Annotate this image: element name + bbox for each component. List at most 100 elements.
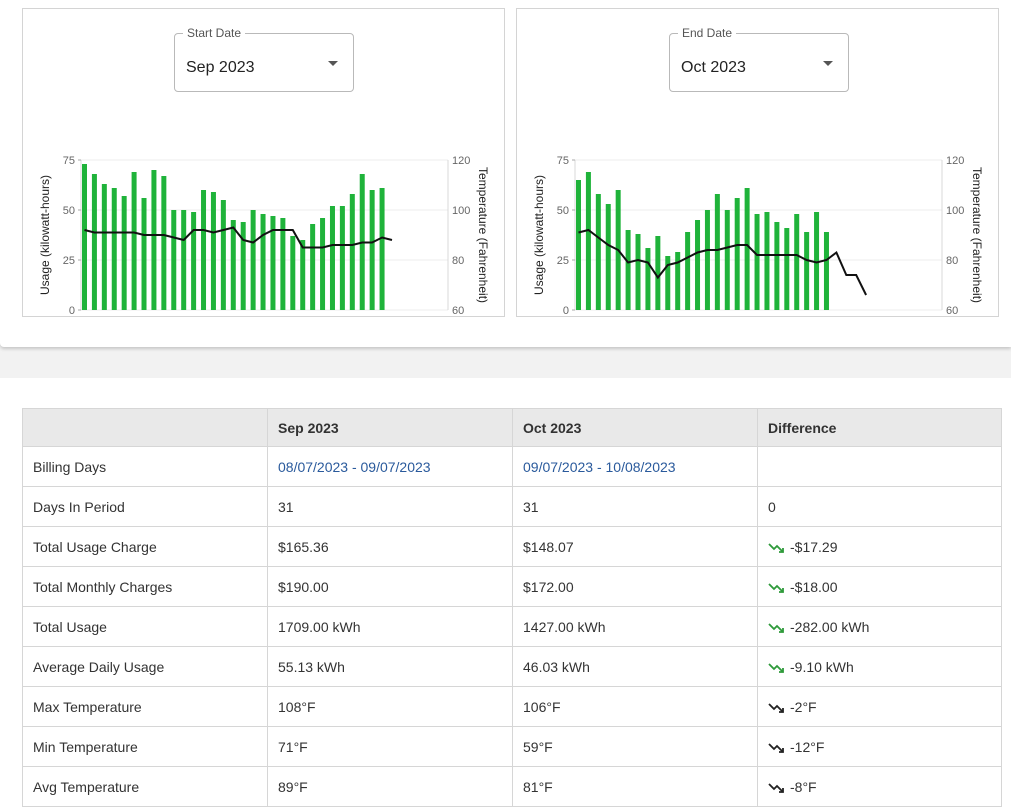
row-label: Min Temperature	[22, 726, 268, 767]
sep-value[interactable]: 08/07/2023 - 09/07/2023	[267, 446, 513, 487]
usage-bar	[655, 236, 661, 310]
usage-bar	[91, 174, 97, 310]
usage-bar	[141, 198, 147, 310]
table-row: Min Temperature 71°F 59°F -12°F	[22, 726, 1002, 767]
sep-value: $165.36	[267, 526, 513, 567]
difference-text: -$18.00	[790, 578, 838, 595]
comparison-section: Sep 2023 Oct 2023 Difference Billing Day…	[0, 378, 1011, 808]
trending-down-icon	[768, 543, 784, 553]
usage-bar	[191, 212, 197, 310]
usage-bar	[220, 200, 226, 310]
difference-value: -282.00 kWh	[757, 606, 1002, 647]
usage-bar	[794, 214, 800, 310]
usage-bar	[804, 232, 810, 310]
difference-text: -12°F	[790, 738, 825, 755]
y-left-tick-label: 50	[63, 205, 75, 217]
y-left-tick-label: 75	[557, 155, 569, 167]
table-row: Total Monthly Charges $190.00 $172.00 -$18.…	[22, 566, 1002, 607]
usage-bar	[823, 232, 829, 310]
table-row: Total Usage Charge $165.36 $148.07 -$17.29	[22, 526, 1002, 567]
y-right-tick-label: 80	[452, 255, 464, 267]
usage-bar	[210, 192, 216, 310]
trending-down-icon	[768, 623, 784, 633]
usage-bar	[724, 210, 730, 310]
oct-value[interactable]: 09/07/2023 - 10/08/2023	[512, 446, 758, 487]
chevron-down-icon	[328, 61, 338, 66]
usage-bar	[704, 210, 710, 310]
usage-bar	[744, 188, 750, 310]
usage-bar	[131, 172, 137, 310]
usage-bar	[605, 204, 611, 310]
difference-text: -$17.29	[790, 538, 838, 555]
difference-value: -8°F	[757, 766, 1002, 807]
usage-bar	[665, 256, 671, 310]
header-cell: Difference	[757, 408, 1002, 447]
table-row: Billing Days 08/07/2023 - 09/07/2023 09/07…	[22, 446, 1002, 487]
sep-value: 55.13 kWh	[267, 646, 513, 687]
start-usage-chart: 0 25 50 75 60 80 100 120 Usage (kilowatt-hours) T…	[38, 155, 490, 317]
difference-text: -8°F	[790, 778, 817, 795]
usage-bar	[290, 236, 296, 310]
difference-text: -2°F	[790, 698, 817, 715]
usage-bar	[250, 210, 256, 310]
difference-text: -9.10 kWh	[790, 658, 854, 675]
table-row: Max Temperature 108°F 106°F -2°F	[22, 686, 1002, 727]
usage-bar	[151, 170, 157, 310]
difference-value	[757, 446, 1002, 487]
usage-bar	[310, 224, 316, 310]
y-right-tick-label: 120	[452, 155, 470, 167]
end-date-select[interactable]: End Date Oct 2023	[669, 26, 849, 92]
difference-value: -$17.29	[757, 526, 1002, 567]
usage-bar	[645, 248, 651, 310]
start-chart-panel: Start Date Sep 2023 0 25 50 75 60 80 100 120 Usa…	[22, 8, 505, 317]
header-cell: Oct 2023	[512, 408, 758, 447]
y-left-tick-label: 75	[63, 155, 75, 167]
usage-bar	[764, 212, 770, 310]
start-date-select[interactable]: Start Date Sep 2023	[174, 26, 354, 92]
sep-value: 1709.00 kWh	[267, 606, 513, 647]
usage-bar	[181, 210, 187, 310]
usage-bar	[240, 222, 246, 310]
usage-bar	[201, 190, 207, 310]
usage-bar	[300, 240, 306, 310]
usage-bar	[379, 188, 385, 310]
usage-bar	[576, 180, 581, 310]
sep-value: 108°F	[267, 686, 513, 727]
usage-bar	[280, 218, 286, 310]
sep-value: 31	[267, 486, 513, 527]
usage-bar	[595, 194, 601, 310]
table-row: Total Usage 1709.00 kWh 1427.00 kWh -282.00…	[22, 606, 1002, 647]
trending-down-icon	[768, 703, 784, 713]
row-label: Average Daily Usage	[22, 646, 268, 687]
y-left-tick-label: 25	[63, 255, 75, 267]
chevron-down-icon	[823, 61, 833, 66]
row-label: Max Temperature	[22, 686, 268, 727]
usage-bar	[734, 198, 740, 310]
temperature-line	[578, 228, 867, 296]
usage-bar	[111, 188, 117, 310]
sep-value: 71°F	[267, 726, 513, 767]
usage-bar	[260, 214, 266, 310]
row-label: Total Monthly Charges	[22, 566, 268, 607]
comparison-table: Sep 2023 Oct 2023 Difference Billing Day…	[22, 408, 1002, 807]
y-left-tick-label: 50	[557, 205, 569, 217]
usage-bar	[121, 196, 127, 310]
table-row: Avg Temperature 89°F 81°F -8°F	[22, 766, 1002, 807]
oct-value: 31	[512, 486, 758, 527]
row-label: Days In Period	[22, 486, 268, 527]
difference-value: 0	[757, 486, 1002, 527]
row-label: Total Usage Charge	[22, 526, 268, 567]
usage-bar	[270, 216, 276, 310]
oct-value: 46.03 kWh	[512, 646, 758, 687]
usage-bar	[329, 206, 335, 310]
end-date-value: Oct 2023	[681, 59, 746, 76]
oct-value: 106°F	[512, 686, 758, 727]
y-right-tick-label: 100	[452, 205, 470, 217]
difference-text: -282.00 kWh	[790, 618, 870, 635]
y-right-tick-label: 80	[946, 255, 958, 267]
usage-bar	[714, 194, 720, 310]
sep-value: $190.00	[267, 566, 513, 607]
usage-bar	[369, 190, 375, 310]
usage-bar	[774, 222, 780, 310]
end-date-label: End Date	[678, 26, 737, 40]
